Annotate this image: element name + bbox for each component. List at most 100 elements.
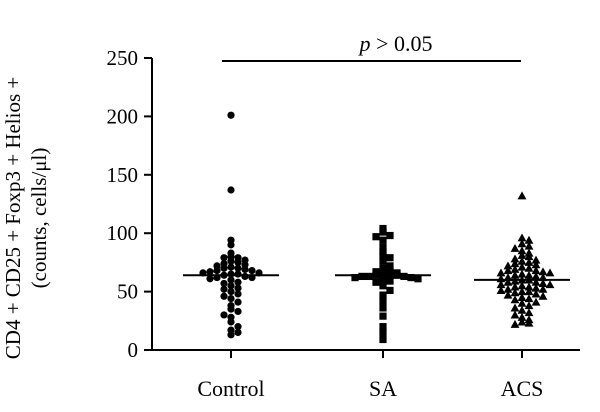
data-point-sa (379, 243, 387, 251)
data-point-acs (531, 266, 541, 275)
data-point-acs (503, 277, 513, 286)
data-point-acs (524, 235, 534, 244)
data-point-acs (510, 295, 520, 304)
data-point-acs (517, 262, 527, 271)
data-point-sa (379, 312, 387, 320)
data-point-acs (538, 267, 548, 276)
data-point-acs (531, 255, 541, 264)
data-point-sa (379, 264, 387, 272)
data-point-sa (407, 273, 415, 282)
data-point-acs (510, 243, 520, 252)
data-point-acs (524, 294, 534, 303)
data-point-control (241, 265, 249, 274)
data-point-sa (365, 272, 373, 281)
data-point-acs (531, 289, 541, 298)
data-point-control (234, 258, 242, 266)
y-tick-label: 250 (107, 46, 139, 70)
data-point-acs (496, 268, 506, 277)
data-point-control (227, 318, 235, 326)
data-point-sa (379, 228, 387, 236)
data-point-control (227, 111, 235, 119)
data-point-sa (379, 291, 387, 299)
data-point-acs (503, 290, 513, 299)
data-point-acs (517, 250, 527, 259)
data-point-acs (545, 280, 555, 289)
data-point-acs (531, 260, 541, 269)
data-point-acs (510, 265, 520, 273)
data-point-acs (531, 297, 541, 306)
data-point-sa (414, 275, 422, 283)
p-value-annotation: p > 0.05 (358, 31, 433, 56)
data-point-acs (517, 233, 527, 242)
data-point-control (220, 311, 228, 319)
data-point-control (206, 275, 214, 283)
axes: 0 50 100 150 200 250 Control SA ACS (107, 46, 580, 401)
data-point-acs (517, 191, 527, 200)
x-tick-label: ACS (501, 376, 544, 401)
data-point-control (227, 288, 235, 296)
data-point-acs (545, 268, 555, 277)
data-point-acs (531, 283, 541, 292)
data-point-acs (496, 286, 506, 294)
data-point-control (220, 292, 228, 300)
data-point-acs (517, 281, 527, 290)
data-point-acs (503, 266, 513, 275)
data-point-acs (531, 272, 541, 280)
data-point-sa (379, 328, 387, 337)
data-point-acs (524, 287, 534, 296)
data-point-acs (538, 284, 548, 293)
data-point-acs (538, 291, 548, 300)
data-point-acs (503, 284, 513, 293)
data-point-sa (379, 236, 387, 244)
data-point-acs (524, 270, 534, 279)
data-point-sa (379, 335, 387, 344)
data-point-acs (503, 261, 513, 270)
data-point-control (234, 284, 242, 292)
data-point-control (220, 285, 228, 293)
data-point-control (227, 295, 235, 303)
data-point-acs (517, 269, 527, 278)
data-point-acs (524, 318, 534, 327)
data-point-acs (510, 319, 520, 328)
y-tick-label: 50 (117, 280, 138, 304)
data-point-control (227, 282, 235, 290)
data-point-acs (517, 305, 527, 314)
p-value-rest: > 0.05 (371, 31, 433, 56)
data-point-control (234, 323, 242, 331)
y-axis-label-line1: CD4 + CD25 + Foxp3 + Helios + (1, 77, 25, 359)
data-point-sa (379, 257, 387, 265)
data-point-sa (386, 254, 394, 262)
data-point-control (234, 290, 242, 298)
data-point-acs (510, 310, 520, 319)
y-axis-label-group: CD4 + CD25 + Foxp3 + Helios + (counts, c… (1, 77, 51, 359)
data-point-sa (386, 277, 394, 285)
data-point-sa (379, 270, 387, 278)
data-point-acs (517, 298, 527, 307)
data-point-acs (510, 282, 520, 291)
data-point-acs (517, 293, 527, 301)
data-point-acs (524, 241, 534, 250)
data-point-control (227, 276, 235, 284)
data-point-control (213, 266, 221, 275)
data-point-sa (386, 286, 394, 295)
data-point-control (227, 305, 235, 313)
x-tick-label: Control (197, 376, 264, 401)
data-point-acs (531, 277, 541, 286)
data-point-sa (358, 272, 366, 281)
data-point-sa (386, 270, 394, 278)
data-point-acs (510, 303, 520, 312)
y-axis-label-line2: (counts, cells/μl) (27, 148, 51, 289)
data-point-control (227, 186, 235, 194)
y-tick-label: 0 (128, 338, 139, 362)
data-point-control (241, 272, 249, 281)
data-point-sa (379, 282, 387, 290)
data-point-control (234, 264, 242, 272)
data-point-control (227, 257, 235, 265)
data-point-sa (379, 297, 387, 305)
y-tick-label: 200 (107, 104, 139, 128)
data-point-control (227, 263, 235, 271)
data-point-sa (379, 323, 387, 331)
data-point-control (234, 270, 242, 278)
data-point-sa (386, 262, 394, 270)
